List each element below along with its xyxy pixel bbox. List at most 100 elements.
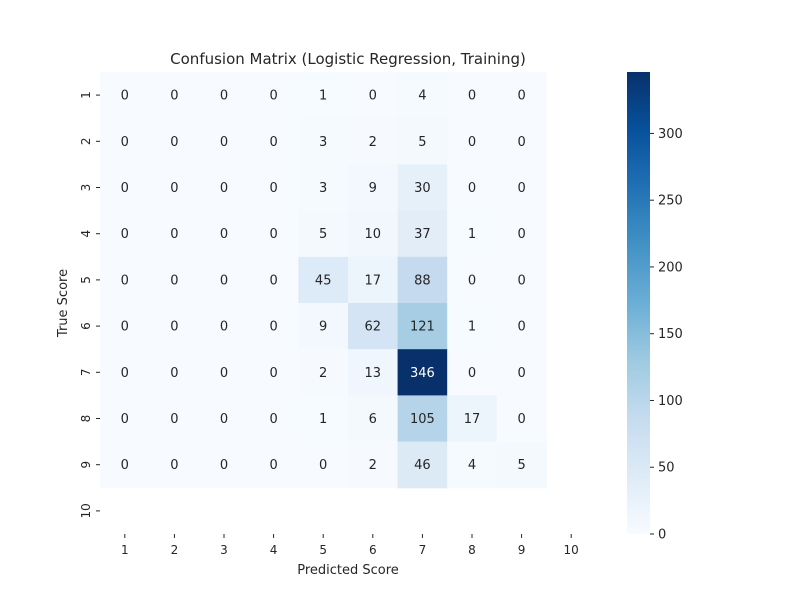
- colorbar-tick-label: 200: [658, 260, 683, 275]
- heatmap-cell: [496, 395, 547, 443]
- cell-value-label: 0: [220, 135, 228, 150]
- heatmap-cell: [149, 256, 200, 304]
- heatmap-cell: [447, 303, 498, 350]
- heatmap-cell: [397, 210, 448, 258]
- heatmap-cell: [298, 256, 349, 304]
- cell-value-label: 9: [319, 320, 327, 335]
- heatmap-cell: [248, 441, 299, 489]
- heatmap-cell: [496, 441, 547, 489]
- cell-value-label: 0: [269, 412, 277, 427]
- y-tick-label: 3: [79, 184, 93, 192]
- heatmap-cell: [298, 395, 349, 443]
- cell-value-label: 0: [269, 181, 277, 196]
- heatmap-cells: 0 0 0 0 1 0 4 0 00 0 0 0 3 2 5 0 00 0 0 0 3 9 30 0 00 0 0 0 5 10 37 1 00…: [100, 72, 547, 489]
- cell-value-label: 0: [269, 89, 277, 104]
- cell-value-label: 0: [170, 412, 178, 427]
- heatmap-cell: [199, 210, 250, 258]
- heatmap-cell: [496, 210, 547, 258]
- heatmap-cell: [447, 164, 498, 212]
- x-tick-label: 4: [270, 543, 278, 557]
- cell-value-label: 0: [170, 135, 178, 150]
- heatmap-cell: [447, 210, 498, 258]
- heatmap-cell: [248, 256, 299, 304]
- cell-value-label: 3: [319, 181, 327, 196]
- cell-value-label: 45: [315, 273, 332, 288]
- heatmap-cell: [248, 395, 299, 443]
- cell-value-label: 62: [365, 320, 382, 335]
- heatmap-cell: [298, 210, 349, 258]
- cell-value-label: 0: [468, 181, 476, 196]
- y-tick-label: 5: [79, 276, 93, 284]
- cell-value-label: 0: [269, 273, 277, 288]
- cell-value-label: 0: [220, 320, 228, 335]
- y-tick-label: 4: [79, 230, 93, 238]
- cell-value-label: 0: [517, 412, 525, 427]
- x-tick-label: 5: [319, 543, 327, 557]
- cell-value-label: 0: [220, 227, 228, 242]
- heatmap-cell: [100, 441, 151, 489]
- cell-value-label: 17: [365, 273, 382, 288]
- heatmap-cell: [298, 303, 349, 350]
- colorbar: 0 50 100 150 200 250 300: [627, 72, 683, 543]
- cell-value-label: 105: [410, 412, 435, 427]
- cell-value-label: 0: [121, 366, 129, 381]
- heatmap-cell: [447, 72, 498, 119]
- heatmap-cell: [298, 441, 349, 489]
- cell-value-label: 0: [517, 320, 525, 335]
- cell-value-label: 4: [468, 458, 476, 473]
- heatmap-cell: [149, 349, 200, 396]
- y-tick-label: 10: [79, 503, 93, 518]
- cell-value-label: 9: [369, 181, 377, 196]
- cell-value-label: 0: [121, 458, 129, 473]
- heatmap-cell: [348, 349, 399, 396]
- heatmap-cell: [199, 303, 250, 350]
- x-tick-label: 8: [468, 543, 476, 557]
- cell-value-label: 4: [418, 89, 426, 104]
- cell-value-label: 6: [369, 412, 377, 427]
- cell-value-label: 0: [170, 181, 178, 196]
- heatmap-cell: [496, 303, 547, 350]
- heatmap-cell: [248, 164, 299, 212]
- heatmap-cell: [100, 395, 151, 443]
- cell-value-label: 0: [517, 227, 525, 242]
- heatmap-cell: [348, 303, 399, 350]
- heatmap-cell: [199, 118, 250, 165]
- cell-value-label: 0: [121, 135, 129, 150]
- heatmap-cell: [199, 441, 250, 489]
- heatmap-cell: [496, 256, 547, 304]
- y-axis-label: True Score: [56, 269, 71, 338]
- colorbar-gradient: [627, 72, 650, 534]
- colorbar-tick-label: 50: [658, 461, 675, 476]
- heatmap-cell: [348, 118, 399, 165]
- cell-value-label: 0: [170, 366, 178, 381]
- x-tick-label: 9: [518, 543, 526, 557]
- cell-value-label: 0: [468, 273, 476, 288]
- heatmap-cell: [348, 395, 399, 443]
- heatmap-cell: [447, 349, 498, 396]
- heatmap-cell: [149, 210, 200, 258]
- cell-value-label: 37: [414, 227, 431, 242]
- heatmap-cell: [298, 164, 349, 212]
- heatmap-cell: [397, 164, 448, 212]
- heatmap-cell: [397, 395, 448, 443]
- cell-value-label: 13: [365, 366, 382, 381]
- cell-value-label: 0: [468, 89, 476, 104]
- heatmap-cell: [199, 395, 250, 443]
- heatmap-cell: [149, 72, 200, 119]
- heatmap-cell: [248, 349, 299, 396]
- y-tick-label: 8: [79, 415, 93, 423]
- cell-value-label: 1: [319, 412, 327, 427]
- cell-value-label: 0: [170, 89, 178, 104]
- y-tick-label: 1: [79, 91, 93, 99]
- cell-value-label: 10: [365, 227, 382, 242]
- cell-value-label: 0: [468, 135, 476, 150]
- y-tick-label: 9: [79, 461, 93, 469]
- heatmap-cell: [298, 118, 349, 165]
- heatmap-cell: [447, 256, 498, 304]
- cell-value-label: 5: [418, 135, 426, 150]
- cell-value-label: 0: [121, 273, 129, 288]
- heatmap-cell: [199, 164, 250, 212]
- y-tick-label: 7: [79, 368, 93, 376]
- heatmap-cell: [447, 395, 498, 443]
